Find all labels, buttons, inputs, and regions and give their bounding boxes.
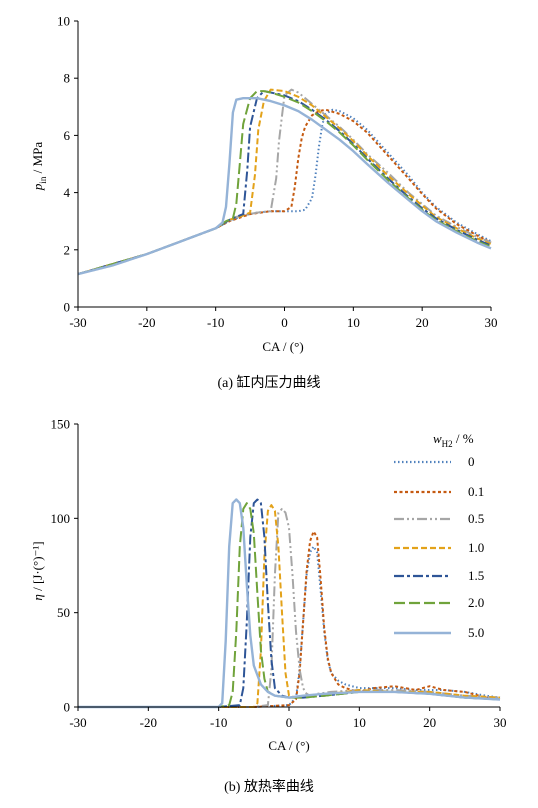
heat-release-y-tick-label: 0 xyxy=(64,700,71,715)
pressure-series-line-wh2-0_5 xyxy=(77,88,492,276)
legend-title: wH2 / % xyxy=(433,431,474,449)
pressure-x-tick-label: 0 xyxy=(281,315,288,330)
heat-release-x-axis-label: CA / (°) xyxy=(268,738,309,753)
legend-label-wh2-0_1: 0.1 xyxy=(468,484,484,499)
pressure-series-line-wh2-1_5 xyxy=(77,90,492,276)
heat-release-x-tick-label: -20 xyxy=(140,715,157,730)
legend-label-wh2-1_0: 1.0 xyxy=(468,540,484,555)
heat-release-x-tick-label: -10 xyxy=(210,715,227,730)
heat-release-axes: -30 -20 -10 0 10 20 30 0 50 100 150 xyxy=(51,417,507,731)
heat-release-y-tick-label: 150 xyxy=(51,417,71,432)
heat-release-x-tick-label: 0 xyxy=(286,715,293,730)
legend-label-wh2-0_5: 0.5 xyxy=(468,511,484,526)
heat-release-x-tick-label: -30 xyxy=(69,715,86,730)
heat-release-caption: (b) 放热率曲线 xyxy=(224,778,314,795)
heat-release-y-tick-label: 100 xyxy=(51,511,71,526)
pressure-x-tick-label: -30 xyxy=(69,315,86,330)
heat-release-x-tick-label: 20 xyxy=(423,715,436,730)
pressure-y-tick-label: 0 xyxy=(64,300,71,315)
pressure-y-axis-label: pin / MPa xyxy=(30,142,48,191)
pressure-y-tick-label: 4 xyxy=(64,185,71,200)
legend: wH2 / % 0 0.1 0.5 1.0 1.5 2.0 5.0 xyxy=(394,431,484,640)
heat-release-y-axis-label: η / [J·(°)⁻¹] xyxy=(30,541,45,600)
pressure-x-tick-label: -20 xyxy=(138,315,155,330)
heat-release-x-tick-label: 30 xyxy=(494,715,507,730)
legend-label-wh2-0: 0 xyxy=(468,454,475,469)
pressure-axes: -30 -20 -10 0 10 20 30 0 2 4 6 8 10 xyxy=(57,14,498,331)
pressure-series-line-wh2-0_1 xyxy=(77,108,492,276)
pressure-series-line-wh2-5_0 xyxy=(77,96,492,276)
pressure-series-line-wh2-0 xyxy=(77,108,492,276)
legend-label-wh2-1_5: 1.5 xyxy=(468,568,484,583)
heat-release-chart: -30 -20 -10 0 10 20 30 0 50 100 150 wH2 / % 0 0.1 0.… xyxy=(30,417,507,796)
heat-release-series-group xyxy=(78,498,501,709)
pressure-y-tick-label: 10 xyxy=(57,14,70,29)
pressure-series-group xyxy=(77,88,492,276)
legend-label-wh2-2_0: 2.0 xyxy=(468,595,484,610)
pressure-x-tick-label: 20 xyxy=(416,315,429,330)
pressure-caption: (a) 缸内压力曲线 xyxy=(217,374,320,391)
heat-release-series-line-wh2-0_1 xyxy=(78,530,501,708)
heat-release-x-tick-label: 10 xyxy=(353,715,366,730)
pressure-x-tick-label: 30 xyxy=(485,315,498,330)
heat-release-series-line-wh2-2_0 xyxy=(78,502,501,708)
heat-release-series-line-wh2-5_0 xyxy=(78,498,501,709)
pressure-chart: -30 -20 -10 0 10 20 30 0 2 4 6 8 10 CA / (°) pin / M… xyxy=(30,14,498,392)
pressure-series-line-wh2-1_0 xyxy=(77,88,492,276)
heat-release-series-line-wh2-1_5 xyxy=(78,498,501,708)
legend-label-wh2-5_0: 5.0 xyxy=(468,625,484,640)
pressure-y-tick-label: 6 xyxy=(64,128,71,143)
heat-release-series-line-wh2-0 xyxy=(78,545,501,708)
heat-release-series-line-wh2-0_5 xyxy=(78,507,501,708)
pressure-y-tick-label: 8 xyxy=(64,71,71,86)
pressure-y-tick-label: 2 xyxy=(64,242,71,257)
pressure-series-line-wh2-2_0 xyxy=(77,90,492,276)
pressure-x-tick-label: 10 xyxy=(347,315,360,330)
heat-release-y-tick-label: 50 xyxy=(57,605,70,620)
pressure-x-axis-label: CA / (°) xyxy=(262,339,303,354)
pressure-x-tick-label: -10 xyxy=(207,315,224,330)
